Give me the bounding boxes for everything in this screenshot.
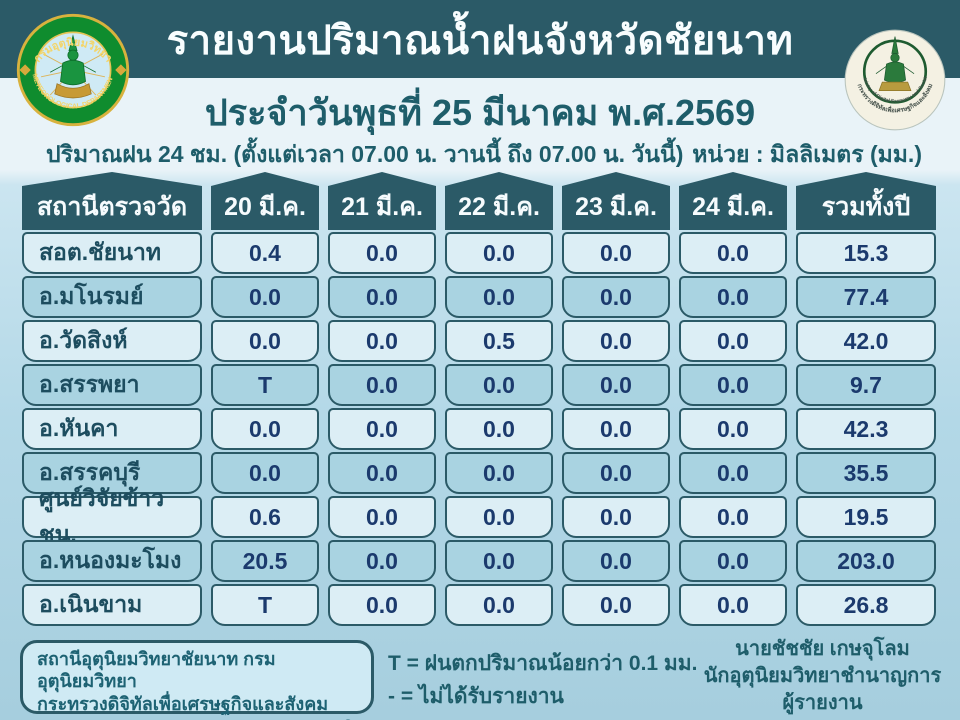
title-band [0,0,960,78]
value-cell: 0.0 [445,540,553,582]
station-contact-box: สถานีอุตุนิยมวิทยาชัยนาท กรมอุตุนิยมวิทย… [20,640,374,720]
column-header-day5: 24 มี.ค. [679,172,787,230]
reporter-role: ผู้รายงาน [782,692,863,714]
year-total-cell: 42.0 [796,320,936,362]
value-cell: 0.0 [679,320,787,362]
year-total-cell: 19.5 [796,496,936,538]
value-cell: 0.0 [562,496,670,538]
value-cell: 0.0 [562,232,670,274]
value-cell: 0.0 [562,452,670,494]
value-cell: 0.0 [562,364,670,406]
value-cell: T [211,364,319,406]
year-total-cell: 42.3 [796,408,936,450]
value-cell: 0.0 [679,496,787,538]
unit-note: หน่วย : มิลลิเมตร (มม.) [692,141,922,167]
value-cell: 0.0 [445,452,553,494]
value-cell: 0.0 [445,276,553,318]
station-cell: อ.วัดสิงห์ [22,320,202,362]
met-dept-logo: กรมอุตุนิยมวิทยา METEOROLOGICAL DEPARTME… [14,8,130,127]
report-date-subtitle: ประจำวันพุธที่ 25 มีนาคม พ.ศ.2569 [204,92,756,133]
value-cell: 0.0 [328,540,436,582]
station-cell: อ.สรรพยา [22,364,202,406]
value-cell: 0.0 [211,452,319,494]
value-cell: 0.0 [679,364,787,406]
station-cell: อ.มโนรมย์ [22,276,202,318]
column-header-day3: 22 มี.ค. [445,172,553,230]
value-cell: 0.0 [679,452,787,494]
contact-line1: สถานีอุตุนิยมวิทยาชัยนาท กรมอุตุนิยมวิทย… [37,649,276,692]
reporter-block: นายชัชชัย เกษจุโลม นักอุตุนิยมวิทยาชำนาญ… [695,636,950,717]
column-header-day2: 21 มี.ค. [328,172,436,230]
value-cell: 0.0 [562,408,670,450]
rainfall-table: สถานีตรวจวัด 20 มี.ค. 21 มี.ค. 22 มี.ค. … [22,172,936,626]
value-cell: 0.0 [679,584,787,626]
value-cell: 0.5 [445,320,553,362]
value-cell: 0.0 [445,364,553,406]
value-cell: 0.0 [562,276,670,318]
value-cell: 0.0 [679,276,787,318]
value-cell: 0.0 [445,232,553,274]
column-header-year-total: รวมทั้งปี [796,172,936,230]
value-cell: 0.0 [211,276,319,318]
value-cell: 0.0 [211,408,319,450]
value-cell: 0.0 [328,232,436,274]
value-cell: 0.0 [328,452,436,494]
value-cell: 0.0 [679,232,787,274]
contact-phone: 0-5640-5202 [343,716,392,720]
year-total-cell: 9.7 [796,364,936,406]
value-cell: 0.0 [328,320,436,362]
station-cell: สอต.ชัยนาท [22,232,202,274]
year-total-cell: 203.0 [796,540,936,582]
value-cell: T [211,584,319,626]
value-cell: 0.0 [211,320,319,362]
station-cell: ศูนย์วิจัยข้าว ชน. [22,485,202,547]
reporter-position: นักอุตุนิยมวิทยาชำนาญการ [703,665,942,687]
value-cell: 0.0 [562,320,670,362]
value-cell: 0.0 [445,496,553,538]
value-cell: 0.0 [328,584,436,626]
period-note: ปริมาณฝน 24 ชม. (ตั้งแต่เวลา 07.00 น. วา… [46,141,684,167]
value-cell: 0.0 [679,540,787,582]
legend: T = ฝนตกปริมาณน้อยกว่า 0.1 มม. - = ไม่ได… [388,648,697,713]
value-cell: 0.0 [562,584,670,626]
mdes-logo: กระทรวงดิจิทัลเพื่อเศรษฐกิจและสังคม Mini… [840,23,948,136]
legend-trace: T = ฝนตกปริมาณน้อยกว่า 0.1 มม. [388,652,698,675]
reporter-name: นายชัชชัย เกษจุโลม [735,638,910,660]
station-cell: อ.หันคา [22,408,202,450]
year-total-cell: 15.3 [796,232,936,274]
contact-line2: กระทรวงดิจิทัลเพื่อเศรษฐกิจและสังคม [37,693,329,714]
value-cell: 0.0 [445,584,553,626]
station-cell: อ.สรรคบุรี [22,452,202,494]
value-cell: 0.0 [328,276,436,318]
value-cell: 0.0 [328,496,436,538]
met-dept-logo-icon: กรมอุตุนิยมวิทยา METEOROLOGICAL DEPARTME… [14,8,130,127]
legend-no-report: - = ไม่ได้รับรายงาน [388,684,564,708]
value-cell: 0.4 [211,232,319,274]
value-cell: 0.0 [445,408,553,450]
station-cell: อ.เนินขาม [22,584,202,626]
value-cell: 0.0 [562,540,670,582]
value-cell: 20.5 [211,540,319,582]
value-cell: 0.0 [328,364,436,406]
year-total-cell: 77.4 [796,276,936,318]
value-cell: 0.0 [679,408,787,450]
column-header-day1: 20 มี.ค. [211,172,319,230]
value-cell: 0.6 [211,496,319,538]
value-cell: 0.0 [328,408,436,450]
mdes-logo-icon: กระทรวงดิจิทัลเพื่อเศรษฐกิจและสังคม Mini… [840,23,946,131]
station-cell: อ.หนองมะโมง [22,540,202,582]
column-header-station: สถานีตรวจวัด [22,172,202,230]
column-header-day4: 23 มี.ค. [562,172,670,230]
year-total-cell: 35.5 [796,452,936,494]
year-total-cell: 26.8 [796,584,936,626]
page-title: รายงานปริมาณน้ำฝนจังหวัดชัยนาท [166,19,794,63]
